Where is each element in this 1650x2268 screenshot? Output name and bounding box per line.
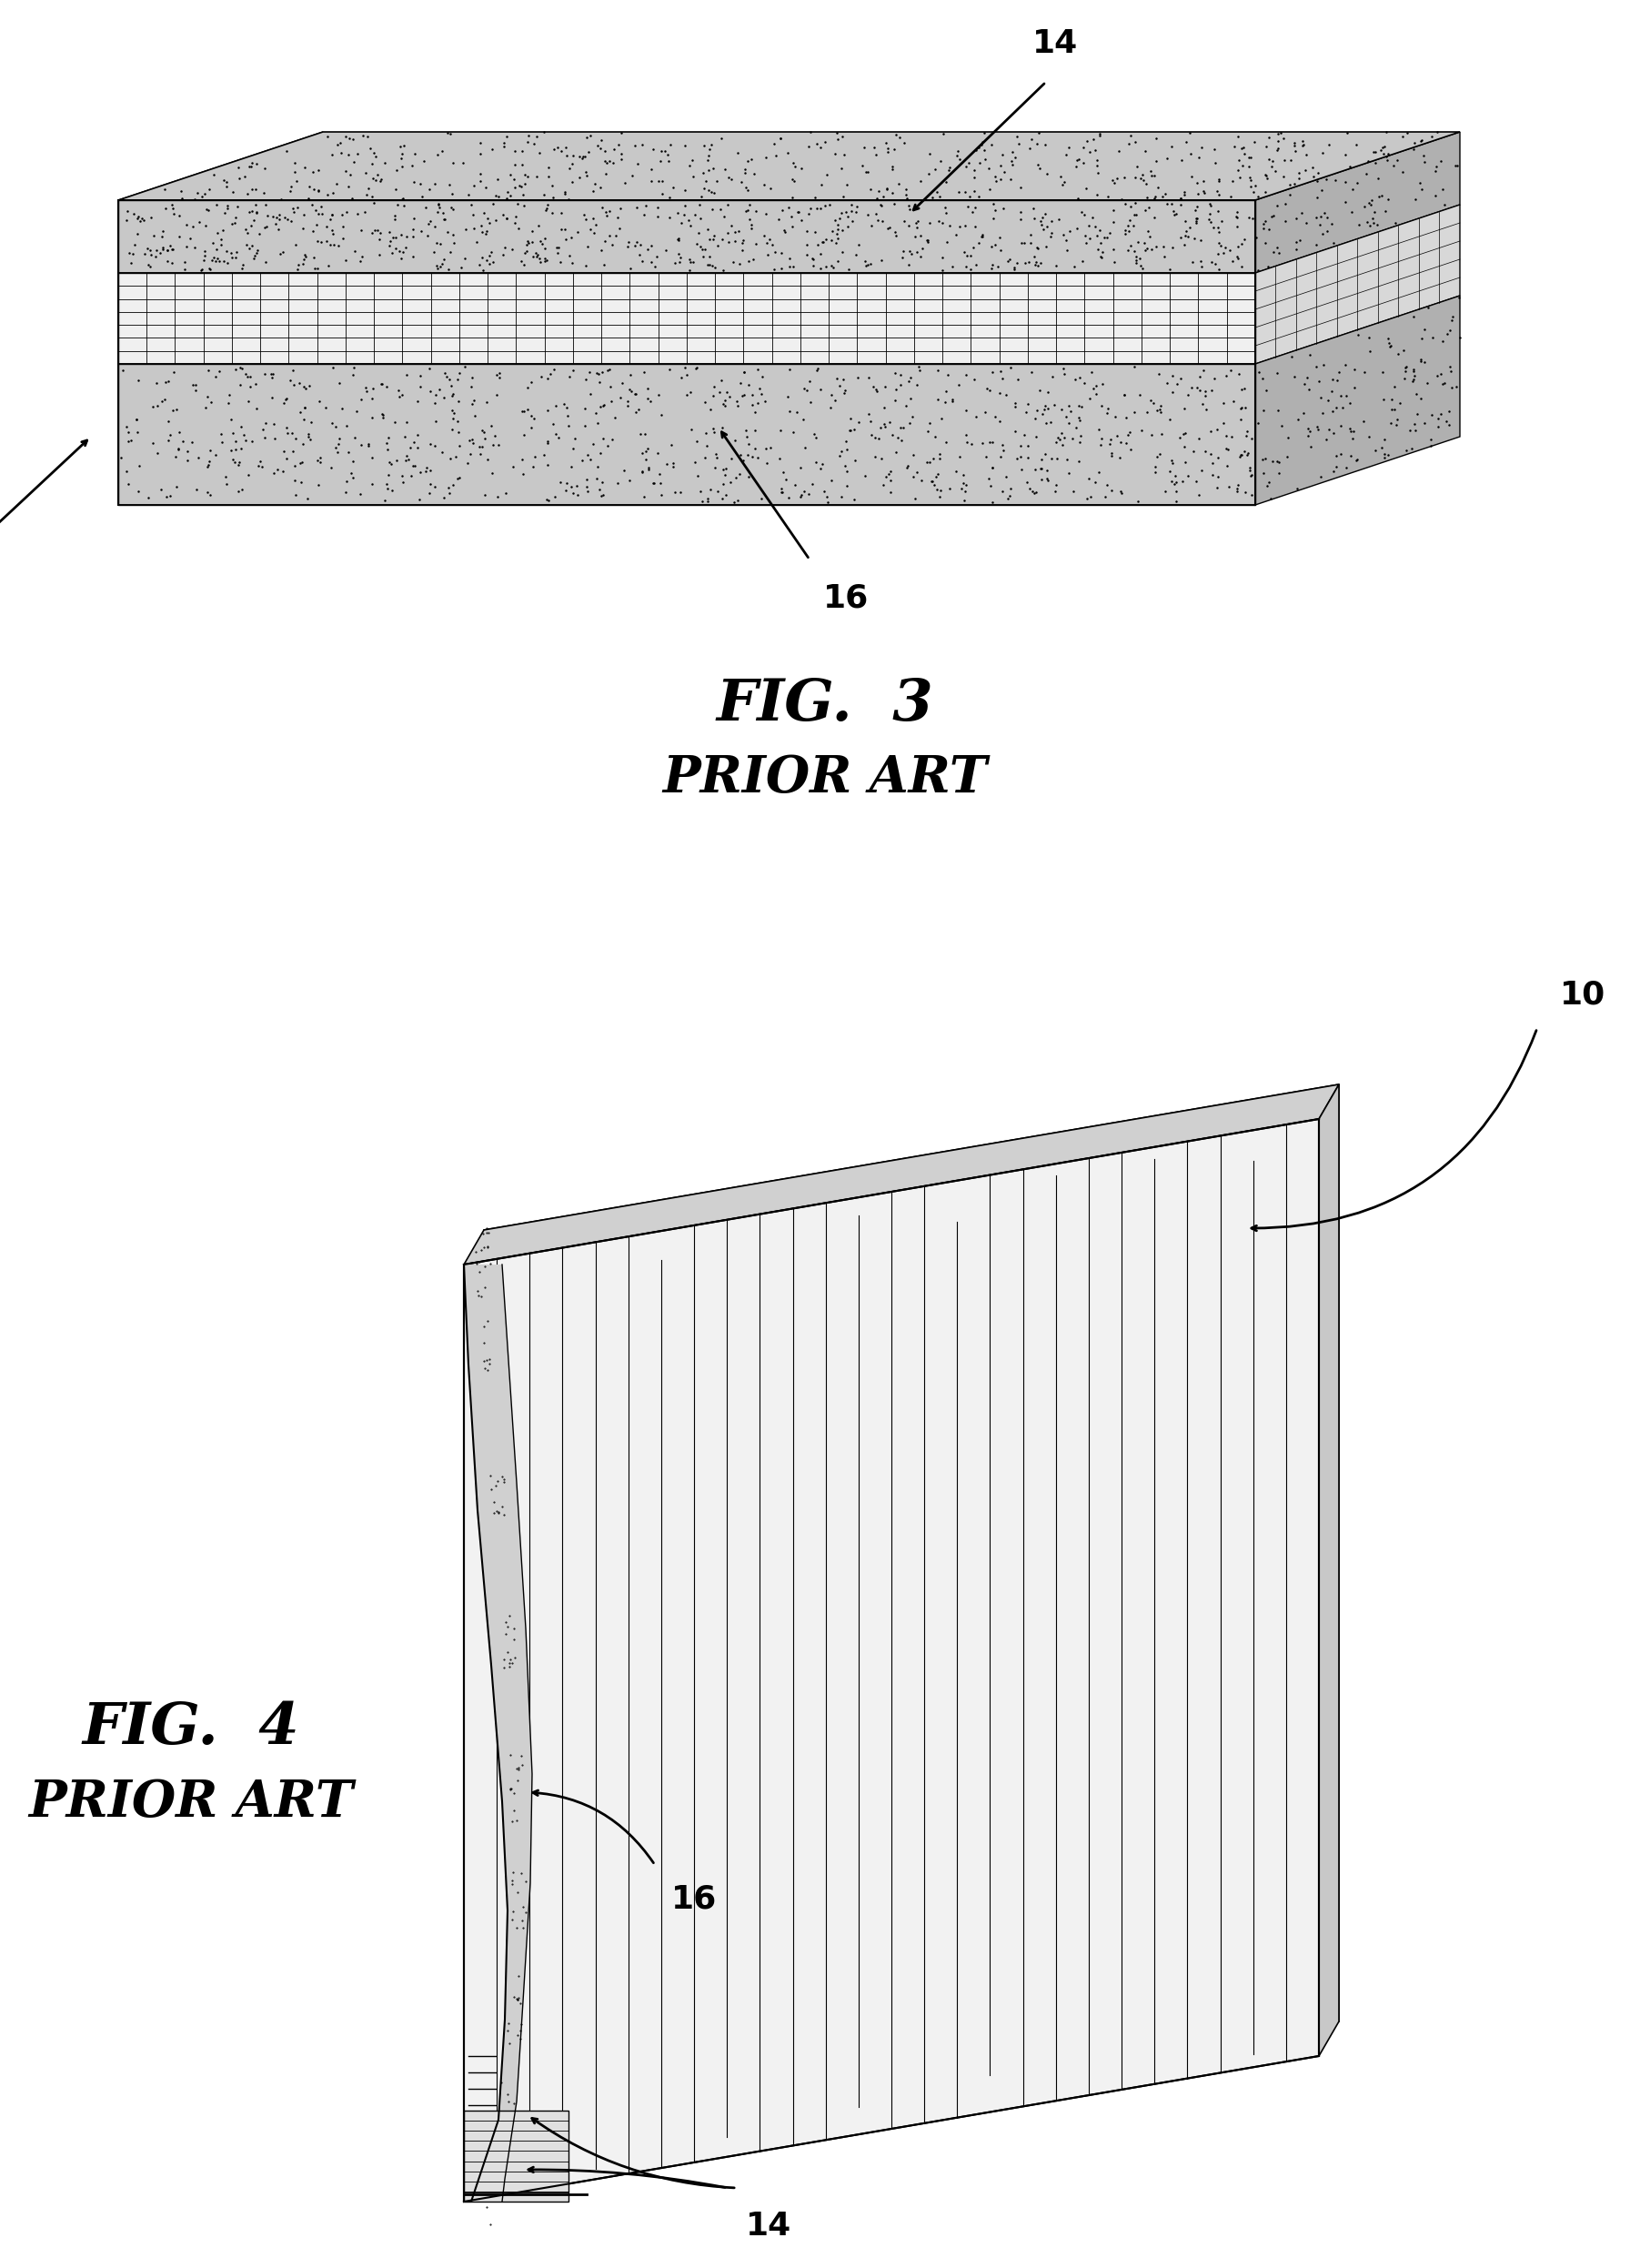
Bar — [119, 200, 1254, 272]
Polygon shape — [1318, 1084, 1338, 2057]
Polygon shape — [119, 132, 1459, 200]
Text: 14: 14 — [746, 2211, 790, 2241]
Polygon shape — [464, 1266, 531, 2202]
Text: FIG.  3: FIG. 3 — [716, 678, 932, 733]
Bar — [464, 2112, 568, 2202]
Polygon shape — [1254, 132, 1459, 272]
Bar — [119, 363, 1254, 506]
Polygon shape — [119, 132, 323, 506]
Text: 16: 16 — [672, 1882, 716, 1914]
Text: 16: 16 — [823, 583, 868, 612]
Text: 14: 14 — [1031, 27, 1077, 59]
Polygon shape — [483, 1084, 1338, 2166]
Polygon shape — [1254, 204, 1459, 363]
Bar — [119, 272, 1254, 363]
Text: FIG.  4: FIG. 4 — [82, 1701, 299, 1755]
Text: PRIOR ART: PRIOR ART — [662, 753, 987, 803]
Polygon shape — [1254, 295, 1459, 506]
Polygon shape — [464, 1084, 1338, 1266]
Text: 10: 10 — [1559, 980, 1605, 1009]
Text: PRIOR ART: PRIOR ART — [28, 1778, 353, 1828]
Polygon shape — [464, 1118, 1318, 2202]
